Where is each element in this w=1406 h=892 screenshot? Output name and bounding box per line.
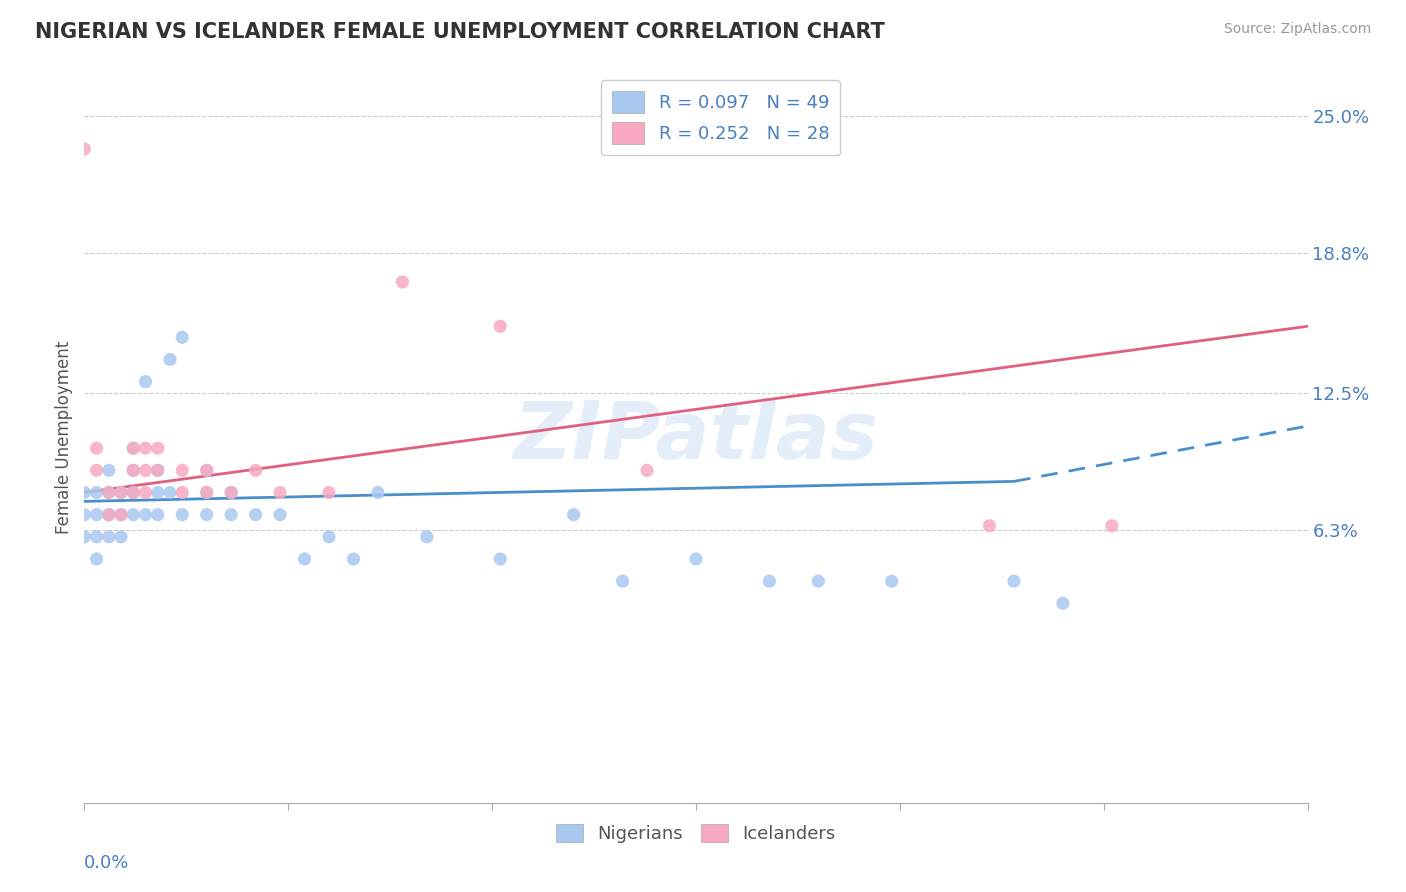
- Point: [73, 508, 96, 522]
- Point: [269, 485, 291, 500]
- Point: [342, 552, 364, 566]
- Point: [489, 319, 512, 334]
- Point: [122, 485, 145, 500]
- Point: [391, 275, 413, 289]
- Point: [489, 552, 512, 566]
- Point: [135, 441, 157, 455]
- Point: [219, 508, 242, 522]
- Point: [122, 508, 145, 522]
- Point: [97, 485, 120, 500]
- Point: [97, 508, 120, 522]
- Point: [122, 463, 145, 477]
- Point: [73, 485, 96, 500]
- Point: [97, 508, 120, 522]
- Point: [86, 530, 108, 544]
- Text: Source: ZipAtlas.com: Source: ZipAtlas.com: [1223, 22, 1371, 37]
- Point: [110, 530, 132, 544]
- Point: [294, 552, 316, 566]
- Text: NIGERIAN VS ICELANDER FEMALE UNEMPLOYMENT CORRELATION CHART: NIGERIAN VS ICELANDER FEMALE UNEMPLOYMEN…: [35, 22, 884, 42]
- Point: [159, 485, 181, 500]
- Point: [172, 463, 194, 477]
- Point: [146, 463, 169, 477]
- Point: [86, 508, 108, 522]
- Point: [122, 441, 145, 455]
- Point: [73, 142, 96, 156]
- Point: [1101, 518, 1123, 533]
- Point: [612, 574, 634, 589]
- Point: [195, 485, 218, 500]
- Point: [159, 352, 181, 367]
- Point: [685, 552, 707, 566]
- Point: [146, 485, 169, 500]
- Point: [562, 508, 585, 522]
- Point: [110, 485, 132, 500]
- Point: [880, 574, 903, 589]
- Point: [86, 485, 108, 500]
- Point: [219, 485, 242, 500]
- Point: [73, 530, 96, 544]
- Point: [122, 463, 145, 477]
- Point: [172, 485, 194, 500]
- Y-axis label: Female Unemployment: Female Unemployment: [55, 341, 73, 533]
- Point: [269, 508, 291, 522]
- Point: [219, 485, 242, 500]
- Point: [245, 508, 267, 522]
- Point: [135, 463, 157, 477]
- Point: [416, 530, 439, 544]
- Text: ZIPatlas: ZIPatlas: [513, 398, 879, 476]
- Point: [1052, 596, 1074, 610]
- Point: [979, 518, 1001, 533]
- Point: [135, 485, 157, 500]
- Point: [367, 485, 389, 500]
- Point: [172, 330, 194, 344]
- Point: [636, 463, 658, 477]
- Point: [245, 463, 267, 477]
- Point: [172, 508, 194, 522]
- Point: [146, 441, 169, 455]
- Point: [86, 552, 108, 566]
- Point: [146, 508, 169, 522]
- Point: [110, 508, 132, 522]
- Point: [97, 485, 120, 500]
- Point: [110, 485, 132, 500]
- Point: [86, 463, 108, 477]
- Legend: Nigerians, Icelanders: Nigerians, Icelanders: [547, 815, 845, 852]
- Point: [195, 508, 218, 522]
- Point: [1002, 574, 1025, 589]
- Point: [135, 508, 157, 522]
- Point: [135, 375, 157, 389]
- Point: [195, 485, 218, 500]
- Point: [195, 463, 218, 477]
- Point: [318, 530, 340, 544]
- Point: [195, 463, 218, 477]
- Point: [122, 441, 145, 455]
- Point: [86, 441, 108, 455]
- Point: [97, 530, 120, 544]
- Point: [97, 508, 120, 522]
- Point: [758, 574, 780, 589]
- Point: [146, 463, 169, 477]
- Point: [110, 508, 132, 522]
- Point: [97, 463, 120, 477]
- Point: [807, 574, 830, 589]
- Point: [318, 485, 340, 500]
- Text: 0.0%: 0.0%: [84, 854, 129, 872]
- Point: [122, 485, 145, 500]
